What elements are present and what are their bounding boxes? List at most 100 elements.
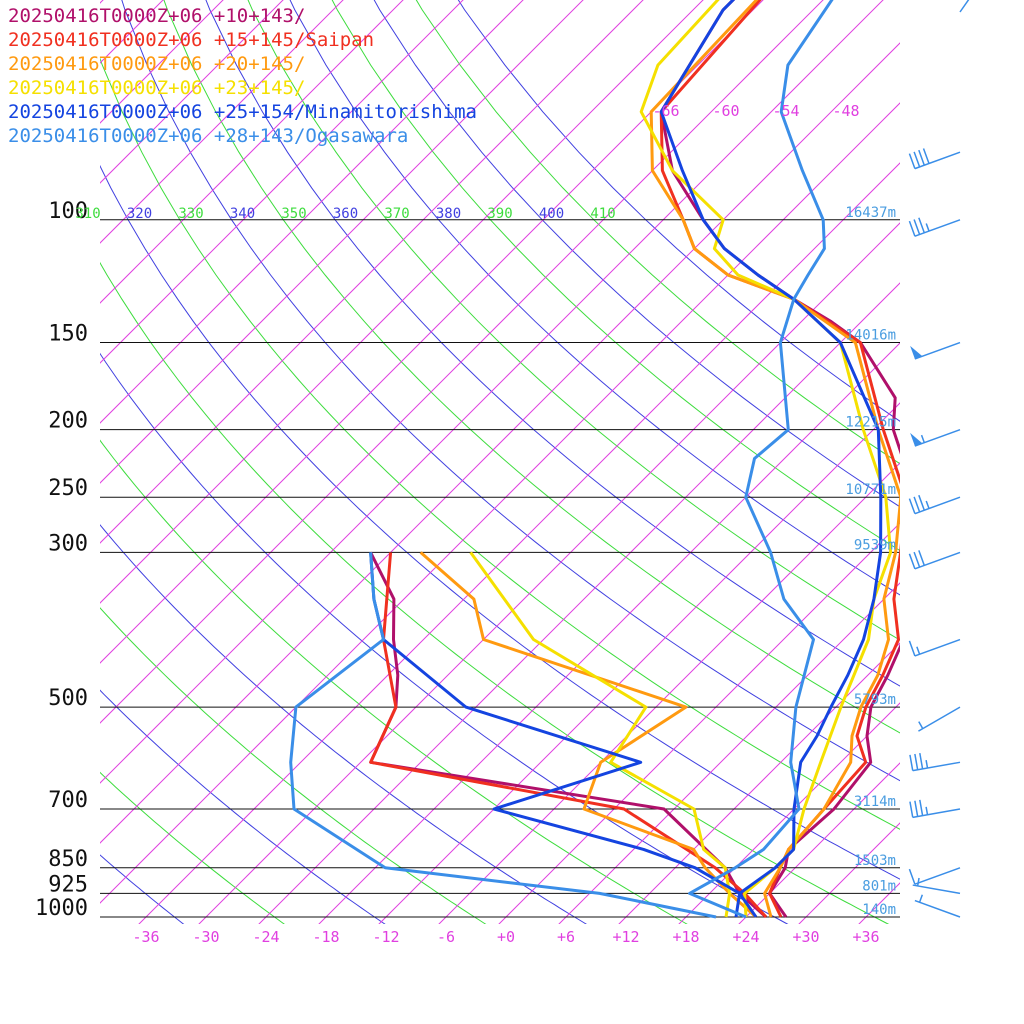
wind-barb-3 [910,341,961,360]
wind-barb-staff [914,341,961,360]
series-5-temperature-line [688,0,834,919]
wind-barb-full [913,151,921,168]
pressure-label: 925 [48,872,88,897]
isentrope-420 [457,0,900,422]
isotherm--36 [138,162,900,924]
theta-label: 360 [333,206,358,222]
pressure-label: 850 [48,847,88,872]
isotherm--114 [100,0,284,184]
wind-barb-full [909,754,914,771]
wind-barb-full [908,498,916,514]
pressure-label: 100 [48,199,88,224]
isotherm-30 [798,822,900,924]
legend: 20250416T0000Z+06 +10+143/20250416T0000Z… [8,5,477,147]
temp-tick-label: +30 [792,928,819,946]
axis-labels: 100 16437m 150 14016m 200 12215m 250 10771m 300 9… [35,102,896,946]
isotherm--120 [100,0,224,124]
legend-entry-3: 20250416T0000Z+06 +23+145/ [8,77,305,99]
wind-barb-full [913,551,921,568]
height-label: 1503m [854,853,896,869]
isotherm--30 [198,222,900,924]
pressure-label: 1000 [35,896,88,921]
isotherm--12 [378,402,900,924]
wind-barb-staff [914,151,961,170]
wind-barb-full [909,801,914,818]
pressure-label: 300 [48,531,88,556]
wind-barb-full [908,220,916,237]
isotherm--42 [100,102,900,904]
pressure-label: 200 [48,409,88,434]
wind-barb-full [908,640,916,657]
wind-barb-full [918,550,925,566]
height-label: 12215m [845,415,896,431]
wind-barb-staff [914,867,961,885]
wind-barb-half [925,806,929,815]
upper-temp-label: -54 [772,102,799,120]
theta-label: 370 [384,206,409,222]
wind-barb-half [925,500,930,509]
temp-tick-label: -18 [312,928,339,946]
wind-barb-half [916,646,921,655]
pressure-lines [100,219,900,918]
series-3-dewpoint-line [469,551,732,918]
isotherm--78 [100,0,644,544]
legend-entry-1: 20250416T0000Z+06 +15+145/Saipan [8,29,374,51]
height-label: 801m [862,878,896,894]
isotherm--102 [100,0,404,304]
wind-barb-full [918,217,925,234]
isentrope-260 [100,689,386,924]
wind-barb-full [914,753,919,770]
temp-tick-label: -36 [132,928,159,946]
wind-barb-1 [908,148,961,170]
wind-barb-full [918,494,925,511]
legend-entry-5: 20250416T0000Z+06 +28+143/Ogasawara [8,125,408,147]
height-label: 5793m [854,692,896,708]
isotherm--90 [100,0,524,424]
isentrope-240 [100,854,185,924]
isotherm--48 [100,42,900,844]
isotherm--54 [100,0,884,784]
isotherm--84 [100,0,584,484]
isotherm--72 [100,0,704,604]
theta-label: 410 [590,206,615,222]
wind-barbs [908,0,970,918]
pressure-label: 700 [48,788,88,813]
wind-barb-staff [918,706,961,732]
height-label: 16437m [845,205,896,221]
theta-label: 350 [281,206,306,222]
pressure-label: 150 [48,322,88,347]
wind-barb-2 [908,217,961,237]
isotherm-24 [738,762,900,924]
height-label: 10771m [845,482,896,498]
wind-barb-10 [909,799,961,819]
temp-tick-label: -24 [252,928,279,946]
temp-tick-label: -30 [192,928,219,946]
wind-barb-staff [912,808,961,819]
isotherm--96 [100,0,464,364]
isotherm--126 [100,0,164,64]
wind-barb-staff [914,899,961,918]
series-5-dewpoint-line [289,552,717,919]
sounding-series [289,0,900,919]
wind-barb-full [908,153,916,169]
series-0-temperature-line [659,0,900,918]
temp-tick-label: +12 [612,928,639,946]
series-3-temperature-line [639,0,893,918]
wind-barb-full [922,148,930,164]
wind-barb-staff [914,638,961,657]
wind-barb-11 [908,867,961,885]
wind-barb-full [908,868,916,885]
wind-barb-staff [912,884,961,895]
theta-label: 390 [487,206,512,222]
wind-barb-12 [912,877,961,895]
wind-barb-9 [909,753,961,772]
pressure-label: 500 [48,686,88,711]
wind-barb-6 [908,550,961,570]
legend-entry-4: 20250416T0000Z+06 +25+154/Minamitorishim… [8,101,477,123]
isotherm--60 [100,0,824,724]
wind-barb-half [918,894,924,903]
theta-label: 400 [539,206,564,222]
wind-barb-full [913,496,921,513]
theta-label: 340 [230,206,255,222]
isotherm-6 [558,582,900,924]
